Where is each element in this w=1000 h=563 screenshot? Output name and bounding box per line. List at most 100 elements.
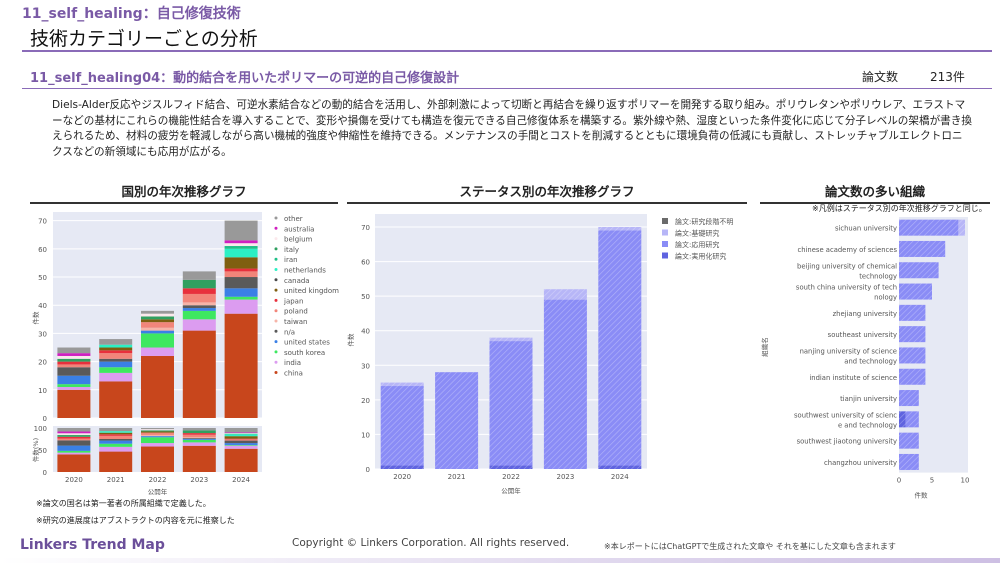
pct-bar-segment [224,438,258,440]
legend-label: india [284,359,301,367]
pct-tick-label: 100 [34,425,47,433]
bar-hatch [380,386,424,466]
x-tick-label: 2022 [502,473,520,481]
pct-bar-segment [99,428,133,432]
topic-description: Diels-Alder反応やジスルフィド結合、可逆水素結合などの動的結合を活用し… [52,99,972,158]
pct-bar-segment [182,445,216,472]
bar-hatch [489,337,533,342]
pct-bar-segment [182,430,216,434]
legend-marker [274,329,278,333]
bar-segment-australia [57,353,91,356]
legend-marker [274,319,278,323]
pct-bar-segment [141,430,174,432]
pct-bar-segment [99,434,133,436]
y-tick-label: 40 [38,302,47,310]
bar-hatch [489,465,533,469]
bar-hatch [543,289,587,300]
pct-bar-segment [141,446,174,472]
bar-segment-china [141,355,174,418]
x-axis-label: 公開年 [501,486,521,495]
pct-bar-segment [224,436,258,439]
bar-segment-n-a [224,277,258,289]
y-tick-label: 20 [361,397,370,405]
bar-hatch [899,453,919,470]
bar-segment-india [224,299,258,314]
bar-segment-other [57,347,91,354]
bar-segment-united-kingdom [141,319,174,323]
pct-bar-segment [99,443,133,447]
y-tick-label: 70 [38,218,47,226]
bar-segment-poland [141,322,174,328]
pct-bar-segment [182,437,216,439]
legend-label: canada [284,277,310,285]
page-title: 技術カテゴリーごとの分析 [30,28,258,50]
x-tick-label: 2020 [65,476,83,484]
pct-bar-segment [141,429,174,431]
legend-marker [274,350,278,354]
legend-label: united states [284,339,330,347]
legend-marker [662,218,668,224]
legend-marker [662,229,668,236]
legend-label: 論文:基礎研究 [675,229,719,238]
bar-segment-japan [99,350,133,354]
bar-segment-poland [224,271,258,278]
bar-segment-india [57,386,91,390]
bar-segment-taiwan [141,327,174,331]
pct-bar-segment [224,433,258,434]
bar-segment-italy [57,358,91,362]
plot-area [899,217,968,473]
org-chart: 0 5 10 sichuan university chinese academy of… [760,217,969,500]
pct-bar-segment [182,428,216,431]
bar-segment-poland [57,364,91,368]
y-tick-label: 0 [366,466,370,474]
pct-bar-segment [141,443,174,447]
org-label: and technology [844,357,897,365]
legend-marker [274,340,278,344]
legend-label: south korea [284,349,325,357]
bar-hatch [899,262,939,279]
bar-segment-south-korea [141,333,174,348]
pct-bar-segment [99,432,133,435]
y-axis-label: 件数 [31,311,40,325]
bar-segment-south-korea [224,296,258,300]
status-chart: 0 10 20 30 40 50 60 70 2020 2021 2022 2023 2024 公開年 件数… [346,214,733,495]
legend-marker [274,309,278,313]
bar-segment-japan [224,268,258,272]
bar-hatch [899,432,919,449]
legend-label: 論文:実用化研究 [675,252,726,261]
pct-bar-segment [182,438,216,439]
bar-hatch [489,341,533,466]
bar-segment-iran [224,246,258,249]
pct-bar-segment [224,445,258,449]
org-label: southwest university of scienc [794,411,897,419]
bar-segment-united-states [141,330,174,334]
pct-bar-segment [141,437,174,444]
x-tick-label: 0 [897,477,901,485]
legend-label: belgium [284,236,313,244]
pct-bar-segment [57,431,91,434]
bar-hatch [905,411,919,428]
x-tick-label: 2021 [107,476,125,484]
bar-segment-united-kingdom [224,257,258,269]
pct-axis-label: 件数(%) [31,438,40,462]
y-tick-label: 20 [38,359,47,367]
y-tick-label: 30 [38,330,47,338]
legend-label: other [284,215,303,223]
org-label: changzhou university [824,459,897,467]
pct-bar-segment [141,432,174,435]
pct-bar-segment [99,440,133,444]
bar-segment-japan [182,288,216,294]
pct-bar-segment [57,438,91,441]
pct-bar-segment [182,439,216,440]
bar-segment-china [57,389,91,418]
pct-bar-segment [57,452,91,455]
y-tick-label: 70 [361,224,370,232]
legend-label: 論文:研究段階不明 [675,217,733,226]
bar-segment-china [182,330,216,418]
y-axis-label: 組織名 [760,337,769,357]
divider [22,50,992,52]
pct-bar-segment [224,428,258,433]
bar-hatch [899,219,959,236]
org-label: tianjin university [840,395,897,403]
bar-segment-united-states [182,308,216,311]
